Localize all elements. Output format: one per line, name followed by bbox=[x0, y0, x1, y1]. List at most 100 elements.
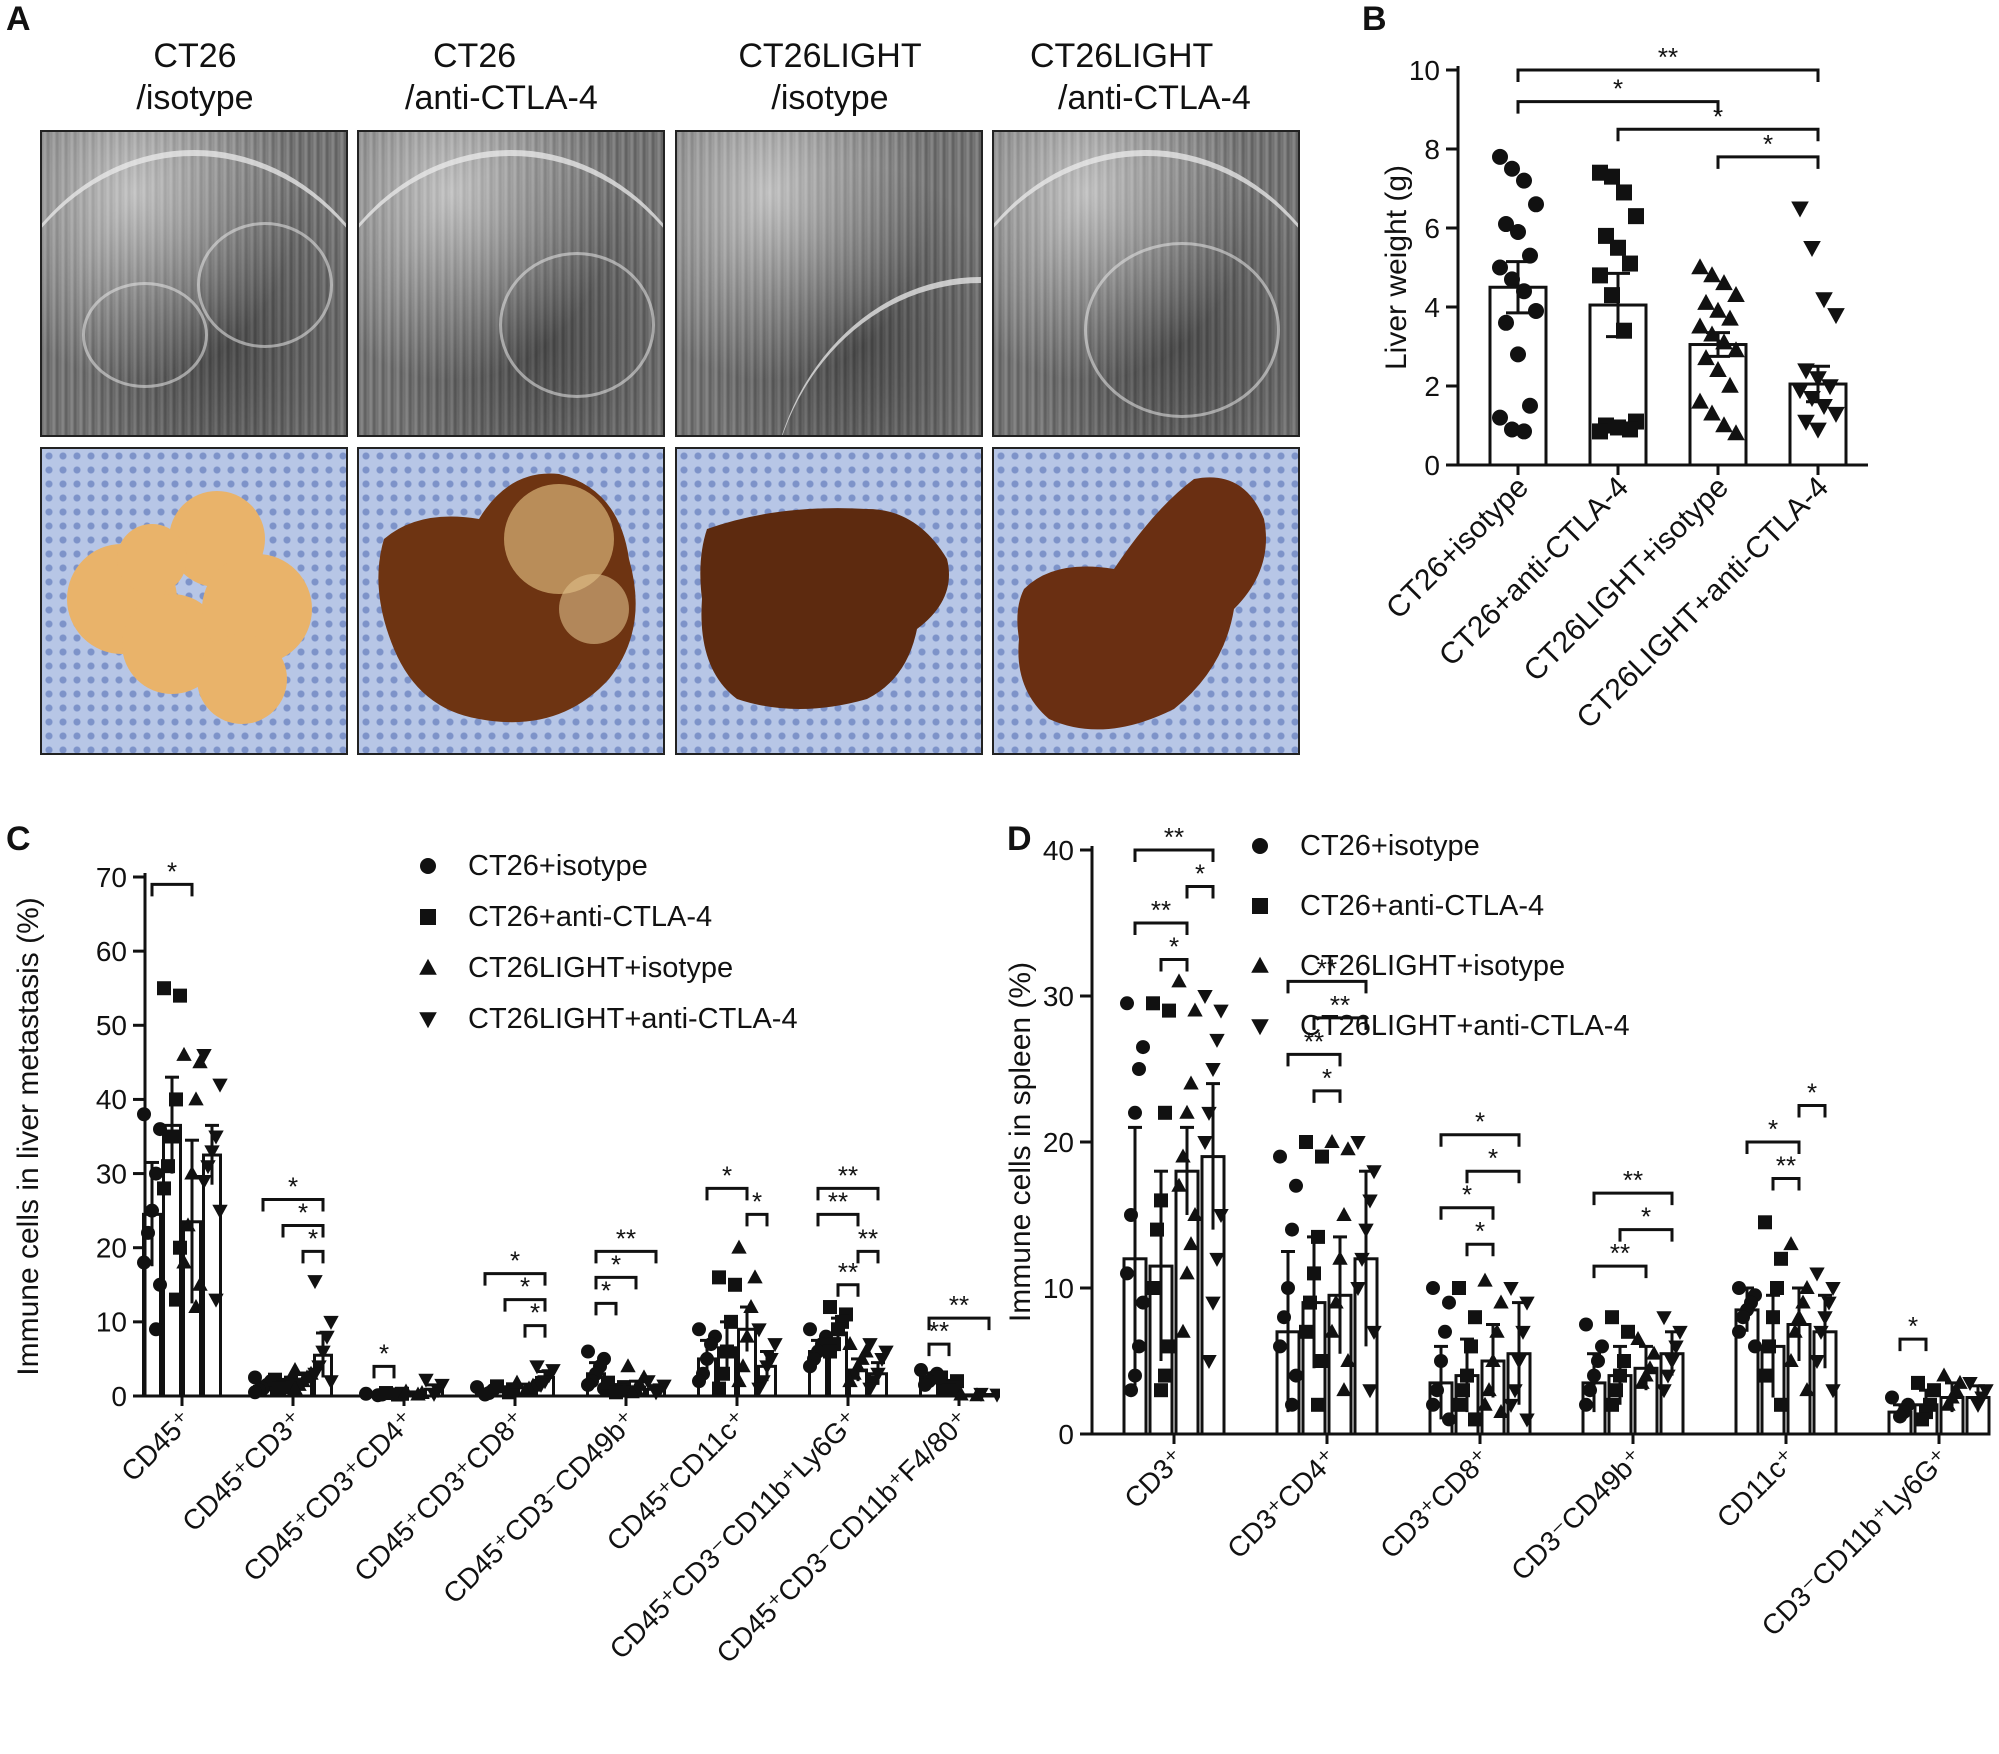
significance-bracket bbox=[261, 1198, 325, 1212]
data-point-ct26-isotype bbox=[1498, 216, 1514, 233]
data-point-ct26light-isotype bbox=[1709, 301, 1727, 318]
data-point-ct26-isotype bbox=[1136, 1295, 1150, 1310]
data-point-ct26light-isotype bbox=[1936, 1367, 1952, 1382]
data-point-ct26-isotype bbox=[1124, 1208, 1138, 1222]
data-point-ct26light-isotype bbox=[192, 1054, 208, 1069]
ultrasound-image-ct26light-isotype bbox=[675, 130, 983, 437]
data-point-ct26-anti-ctla4 bbox=[1605, 1310, 1619, 1325]
image-title-line2: /anti-CTLA-4 bbox=[1058, 79, 1251, 117]
data-point-ct26light-anti-ctla4 bbox=[1803, 240, 1821, 257]
data-point-ct26-anti-ctla4 bbox=[1762, 1339, 1776, 1354]
significance-label: * bbox=[167, 856, 177, 886]
ultrasound-image-ct26-isotype bbox=[40, 130, 348, 437]
image-title-line1: CT26 bbox=[433, 37, 517, 75]
significance-bracket bbox=[1133, 848, 1215, 862]
liver-photo-ct26light-anti-ctla4 bbox=[992, 447, 1300, 755]
data-point-ct26light-anti-ctla4 bbox=[1974, 1391, 1990, 1406]
x-tick-label: CD3⁺ bbox=[1118, 1442, 1190, 1514]
significance-label: * bbox=[1763, 129, 1773, 159]
data-point-ct26light-isotype bbox=[1171, 973, 1187, 988]
data-point-ct26light-anti-ctla4 bbox=[533, 1378, 549, 1393]
data-point-ct26-isotype bbox=[1273, 1149, 1287, 1164]
data-point-ct26light-isotype bbox=[1175, 1323, 1191, 1338]
x-tick-label: CD45⁺CD3⁻CD49b⁺ bbox=[437, 1404, 642, 1609]
y-axis-title: Immune cells in liver metastasis (%) bbox=[12, 897, 45, 1375]
data-point-ct26light-isotype bbox=[287, 1362, 303, 1376]
data-point-ct26-anti-ctla4 bbox=[1452, 1281, 1466, 1295]
data-point-ct26-isotype bbox=[1426, 1281, 1440, 1295]
data-point-ct26-anti-ctla4 bbox=[934, 1370, 948, 1385]
data-point-ct26-anti-ctla4 bbox=[1927, 1383, 1941, 1398]
data-point-ct26-isotype bbox=[1281, 1281, 1295, 1295]
liver-organ bbox=[378, 473, 636, 723]
data-point-ct26light-anti-ctla4 bbox=[1797, 363, 1815, 380]
data-point-ct26-anti-ctla4 bbox=[1154, 1383, 1168, 1398]
legend-label-ct26-anti-ctla4: CT26+anti-CTLA-4 bbox=[1300, 890, 1544, 922]
data-point-ct26-isotype bbox=[1522, 397, 1538, 414]
data-point-ct26light-anti-ctla4 bbox=[1803, 391, 1821, 408]
data-point-ct26light-isotype bbox=[1179, 1104, 1195, 1119]
data-point-ct26-anti-ctla4 bbox=[502, 1385, 516, 1400]
data-point-ct26-anti-ctla4 bbox=[1307, 1266, 1321, 1281]
liver-organ bbox=[67, 491, 312, 724]
significance-bracket bbox=[594, 1249, 658, 1264]
data-point-ct26-isotype bbox=[1579, 1397, 1593, 1412]
chart-c-liver-metastasis-immune-cells: 0 10 20 30 40 50 60 70 Immune cells in liver met… bbox=[12, 850, 1000, 1669]
data-point-ct26-anti-ctla4 bbox=[1915, 1412, 1929, 1427]
data-point-ct26light-isotype bbox=[1324, 1323, 1340, 1338]
image-title-line2: /isotype bbox=[771, 79, 889, 117]
image-title-line2: /isotype bbox=[136, 79, 254, 117]
data-point-ct26-isotype bbox=[700, 1351, 714, 1366]
significance-label: * bbox=[1807, 1078, 1817, 1108]
data-point-ct26-isotype bbox=[1516, 172, 1532, 189]
data-point-ct26-anti-ctla4 bbox=[1774, 1397, 1788, 1412]
data-point-ct26-anti-ctla4 bbox=[169, 1292, 183, 1307]
data-point-ct26light-isotype bbox=[1691, 258, 1709, 275]
data-point-ct26-anti-ctla4 bbox=[1460, 1368, 1474, 1383]
data-point-ct26light-isotype bbox=[192, 1276, 208, 1291]
data-point-ct26-isotype bbox=[248, 1385, 262, 1400]
data-point-ct26-isotype bbox=[803, 1322, 817, 1337]
data-point-ct26-anti-ctla4 bbox=[157, 1181, 171, 1196]
data-point-ct26light-anti-ctla4 bbox=[1791, 201, 1809, 218]
data-point-ct26light-anti-ctla4 bbox=[1507, 1384, 1523, 1399]
data-point-ct26light-isotype bbox=[188, 1091, 204, 1106]
significance-bracket bbox=[594, 1275, 638, 1290]
significance-bracket bbox=[1312, 1016, 1368, 1030]
data-point-ct26light-anti-ctla4 bbox=[529, 1360, 545, 1375]
data-point-ct26light-isotype bbox=[176, 1254, 192, 1269]
data-point-ct26light-isotype bbox=[1630, 1331, 1646, 1346]
image-title-line1: CT26LIGHT bbox=[1030, 37, 1214, 75]
data-point-ct26-isotype bbox=[1438, 1324, 1452, 1339]
significance-label: * bbox=[1641, 1202, 1651, 1232]
data-point-ct26light-anti-ctla4 bbox=[874, 1352, 890, 1367]
data-point-ct26light-isotype bbox=[1787, 1323, 1803, 1338]
data-point-ct26-isotype bbox=[1516, 423, 1532, 440]
data-point-ct26light-anti-ctla4 bbox=[1970, 1398, 1986, 1413]
data-point-ct26-isotype bbox=[1504, 421, 1520, 438]
data-point-ct26light-anti-ctla4 bbox=[751, 1382, 767, 1397]
significance-label: * bbox=[1322, 1063, 1332, 1093]
data-point-ct26light-isotype bbox=[1799, 1382, 1815, 1397]
data-point-ct26light-anti-ctla4 bbox=[1825, 1282, 1841, 1297]
data-point-ct26-isotype bbox=[1132, 1062, 1146, 1076]
data-point-ct26-anti-ctla4 bbox=[1604, 168, 1620, 185]
legend-marker-ct26light-isotype bbox=[1251, 956, 1269, 973]
y-tick-label: 10 bbox=[1409, 55, 1440, 86]
data-point-ct26light-anti-ctla4 bbox=[1205, 1296, 1221, 1311]
significance-bracket bbox=[816, 1212, 860, 1227]
data-point-ct26-isotype bbox=[803, 1359, 817, 1374]
significance-label: ** bbox=[828, 1186, 848, 1216]
data-point-ct26-isotype bbox=[1120, 996, 1134, 1011]
y-tick-label: 30 bbox=[96, 1158, 127, 1189]
data-point-ct26light-isotype bbox=[509, 1374, 525, 1389]
data-point-ct26light-anti-ctla4 bbox=[311, 1360, 327, 1375]
x-tick-label: CT26+anti-CTLA-4 bbox=[1433, 471, 1635, 673]
data-point-ct26-isotype bbox=[149, 1166, 163, 1181]
data-point-ct26light-isotype bbox=[1336, 1206, 1352, 1221]
data-point-ct26-anti-ctla4 bbox=[1911, 1375, 1925, 1390]
data-point-ct26light-anti-ctla4 bbox=[1201, 1106, 1217, 1121]
significance-bracket bbox=[281, 1223, 325, 1238]
significance-bracket bbox=[1133, 921, 1189, 935]
significance-label: * bbox=[510, 1246, 520, 1276]
